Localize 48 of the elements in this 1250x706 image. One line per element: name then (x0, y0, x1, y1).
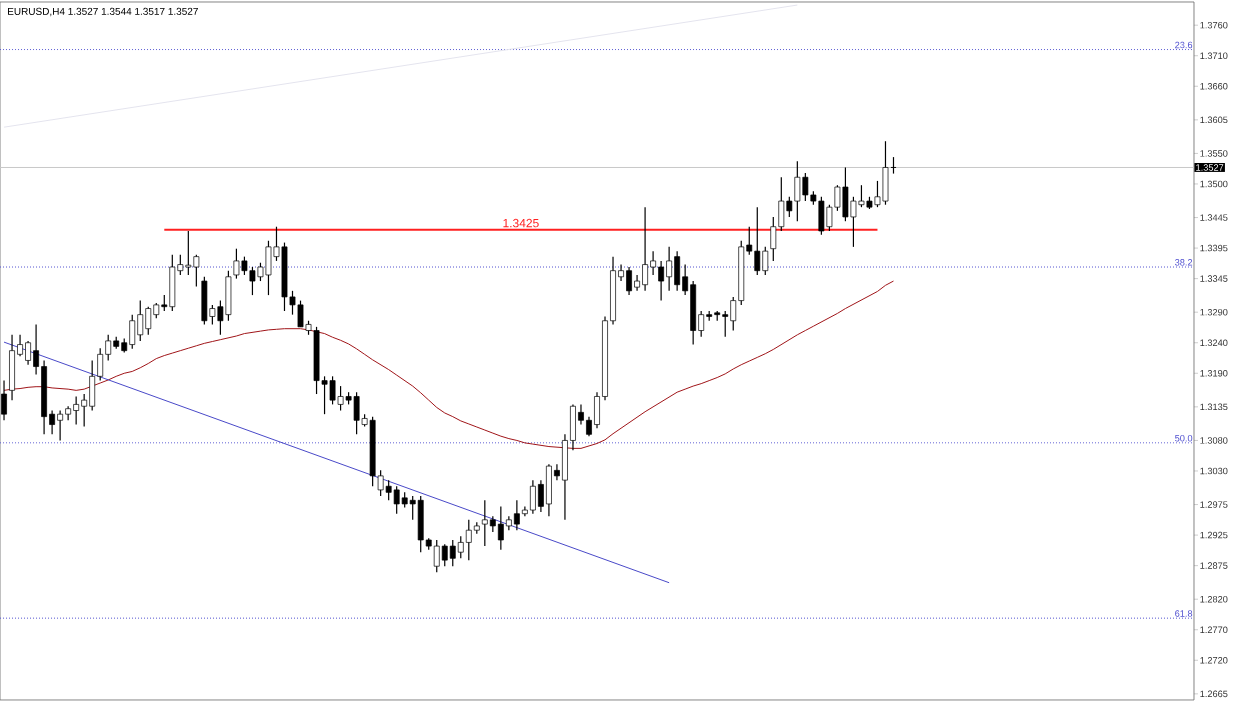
candlestick (265, 240, 272, 296)
candlestick (441, 543, 448, 567)
candlestick (193, 254, 200, 288)
candlestick (241, 256, 248, 276)
candlestick (25, 340, 31, 366)
candlestick (233, 248, 240, 280)
candlestick (794, 160, 801, 222)
candlestick (89, 359, 96, 412)
candlestick (201, 276, 208, 326)
candlestick (529, 479, 536, 515)
candlestick (802, 172, 809, 202)
candlestick (169, 254, 176, 312)
candlestick (658, 260, 665, 302)
candlestick (481, 499, 488, 547)
candlestick (626, 266, 632, 296)
candlestick (129, 314, 136, 350)
candlestick (754, 206, 761, 276)
candlestick (145, 306, 152, 336)
candlestick (666, 246, 673, 292)
candlestick (249, 266, 256, 296)
candlestick (73, 395, 80, 426)
candlestick (642, 206, 648, 292)
candlestick (1, 379, 7, 421)
candlestick (546, 463, 552, 517)
candlestick (674, 250, 681, 292)
candlestick (449, 539, 456, 567)
candlestick (513, 499, 520, 531)
candlestick (353, 391, 360, 435)
candlestick (497, 505, 504, 551)
candlestick (417, 495, 424, 553)
candlestick (385, 479, 392, 501)
candlestick (337, 385, 344, 412)
candlestick (457, 535, 464, 559)
candlestick (433, 539, 440, 573)
candlestick (690, 280, 697, 346)
candlestick (842, 166, 849, 222)
candlestick (882, 140, 889, 206)
candlestick (57, 409, 64, 442)
candlestick (137, 300, 144, 342)
candlestick (329, 375, 336, 406)
candlestick (465, 519, 472, 561)
candlestick (185, 230, 192, 276)
candlestick (225, 270, 232, 322)
candlestick (9, 334, 15, 401)
candlestick (818, 196, 825, 236)
candlestick (762, 246, 769, 276)
candlestick (297, 300, 304, 328)
candlestick (393, 485, 400, 515)
